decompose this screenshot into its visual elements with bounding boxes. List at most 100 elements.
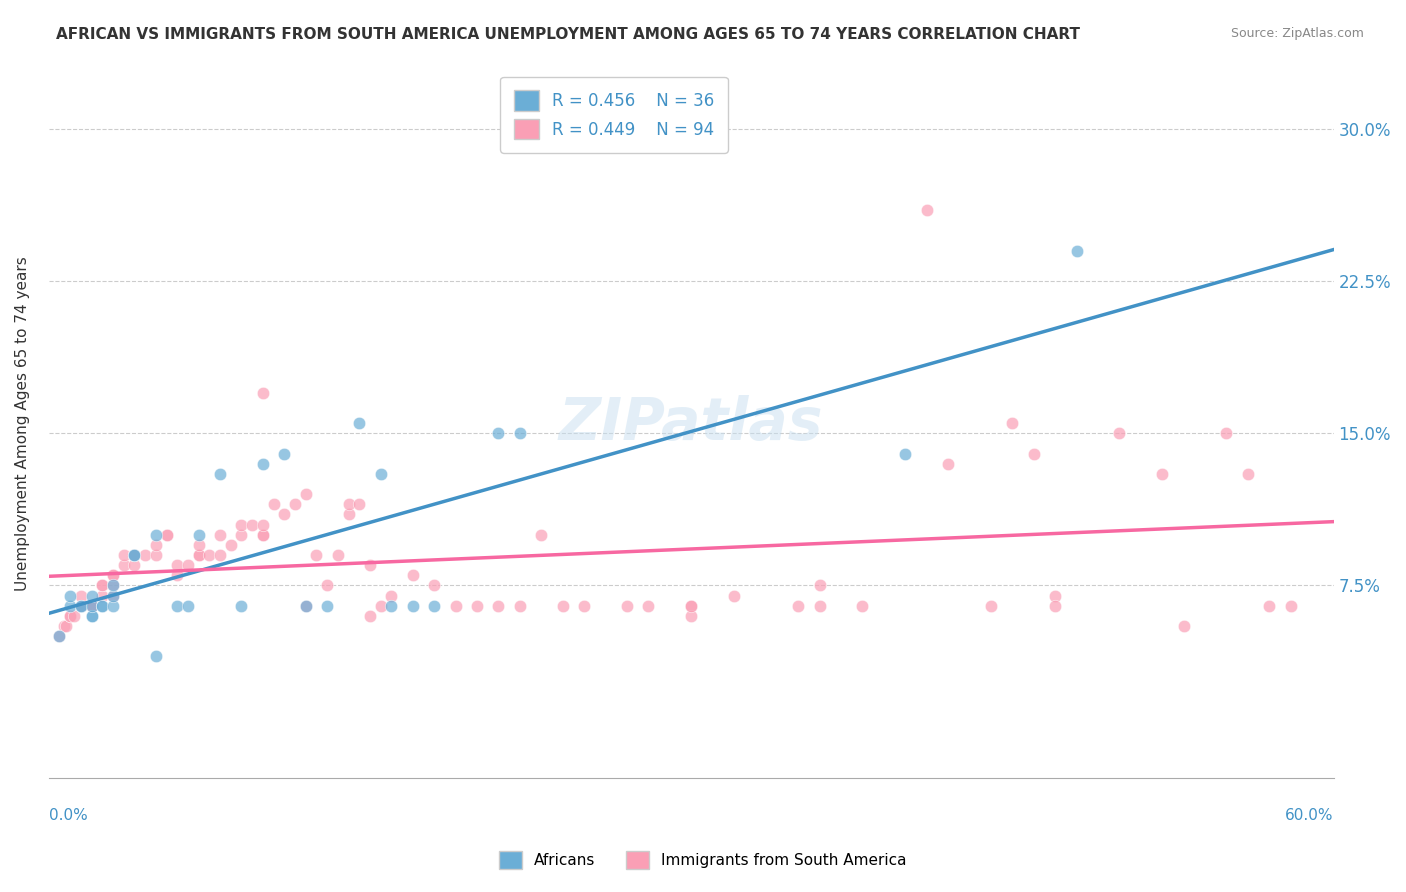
Point [252, 527, 274, 541]
Point [209, 527, 232, 541]
Point [252, 527, 274, 541]
Point [155, 527, 177, 541]
Point [316, 599, 339, 613]
Point [101, 568, 124, 582]
Point [1043, 589, 1066, 603]
Point [124, 558, 146, 573]
Point [80, 599, 103, 613]
Point [263, 497, 285, 511]
Point [273, 508, 295, 522]
Point [273, 447, 295, 461]
Point [423, 578, 446, 592]
Text: 60.0%: 60.0% [1285, 808, 1333, 823]
Point [423, 599, 446, 613]
Point [209, 467, 232, 481]
Point [1152, 467, 1174, 481]
Point [509, 599, 531, 613]
Point [91, 599, 114, 613]
Y-axis label: Unemployment Among Ages 65 to 74 years: Unemployment Among Ages 65 to 74 years [15, 256, 30, 591]
Point [145, 649, 167, 664]
Point [980, 599, 1002, 613]
Point [52, 619, 75, 633]
Point [101, 578, 124, 592]
Point [80, 599, 103, 613]
Point [124, 548, 146, 562]
Point [808, 599, 831, 613]
Point [70, 599, 93, 613]
Point [509, 426, 531, 441]
Point [145, 527, 167, 541]
Point [530, 527, 553, 541]
Point [1066, 244, 1088, 258]
Point [337, 508, 360, 522]
Point [187, 548, 209, 562]
Point [55, 619, 77, 633]
Point [134, 548, 156, 562]
Point [349, 497, 371, 511]
Point [402, 568, 425, 582]
Point [359, 608, 381, 623]
Point [187, 548, 209, 562]
Point [91, 599, 114, 613]
Point [231, 599, 253, 613]
Point [380, 599, 402, 613]
Point [80, 599, 103, 613]
Legend: Africans, Immigrants from South America: Africans, Immigrants from South America [494, 845, 912, 875]
Point [101, 568, 124, 582]
Point [112, 558, 135, 573]
Point [359, 558, 381, 573]
Point [231, 517, 253, 532]
Point [166, 558, 188, 573]
Point [337, 497, 360, 511]
Point [252, 385, 274, 400]
Point [551, 599, 574, 613]
Point [59, 608, 82, 623]
Point [101, 589, 124, 603]
Point [252, 517, 274, 532]
Point [444, 599, 467, 613]
Point [1001, 416, 1024, 430]
Point [486, 599, 509, 613]
Point [936, 457, 959, 471]
Point [187, 538, 209, 552]
Point [370, 599, 392, 613]
Point [240, 517, 263, 532]
Point [787, 599, 810, 613]
Point [124, 548, 146, 562]
Point [326, 548, 349, 562]
Point [370, 467, 392, 481]
Point [59, 589, 82, 603]
Point [572, 599, 595, 613]
Point [915, 203, 938, 218]
Text: 0.0%: 0.0% [49, 808, 87, 823]
Point [252, 457, 274, 471]
Point [155, 527, 177, 541]
Point [48, 629, 70, 643]
Point [198, 548, 221, 562]
Point [70, 599, 93, 613]
Legend: R = 0.456    N = 36, R = 0.449    N = 94: R = 0.456 N = 36, R = 0.449 N = 94 [501, 77, 728, 153]
Point [177, 558, 200, 573]
Point [851, 599, 873, 613]
Point [1215, 426, 1237, 441]
Point [112, 548, 135, 562]
Point [80, 608, 103, 623]
Point [486, 426, 509, 441]
Point [48, 629, 70, 643]
Point [284, 497, 307, 511]
Point [209, 548, 232, 562]
Point [91, 578, 114, 592]
Point [101, 578, 124, 592]
Point [70, 599, 93, 613]
Point [1108, 426, 1130, 441]
Point [1258, 599, 1281, 613]
Point [402, 599, 425, 613]
Point [101, 599, 124, 613]
Point [681, 608, 703, 623]
Text: ZIPatlas: ZIPatlas [558, 395, 824, 451]
Text: AFRICAN VS IMMIGRANTS FROM SOUTH AMERICA UNEMPLOYMENT AMONG AGES 65 TO 74 YEARS : AFRICAN VS IMMIGRANTS FROM SOUTH AMERICA… [56, 27, 1080, 42]
Point [187, 527, 209, 541]
Point [380, 589, 402, 603]
Point [124, 548, 146, 562]
Point [1279, 599, 1302, 613]
